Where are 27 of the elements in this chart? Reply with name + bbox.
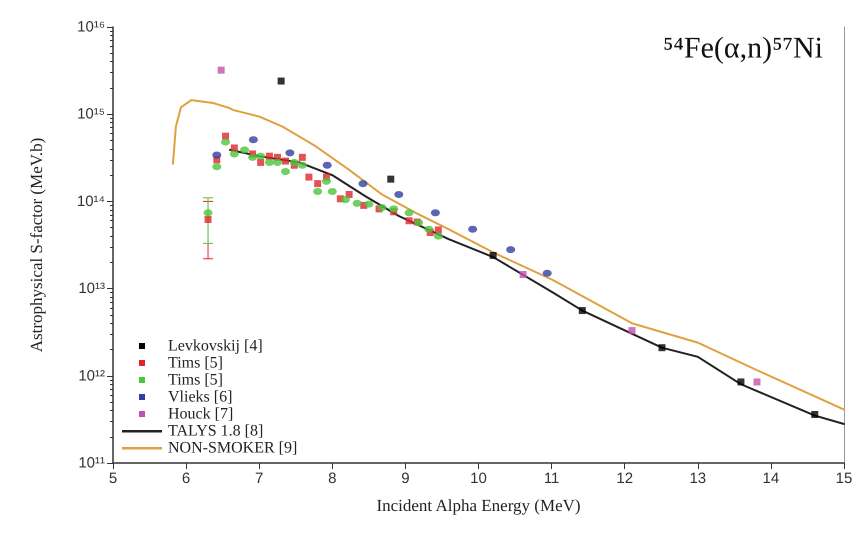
y-tick-label: 10¹¹ <box>78 454 105 472</box>
y-tick-label: 10¹⁵ <box>77 106 105 123</box>
legend-label: Tims [5] <box>168 372 223 388</box>
legend-label: NON-SMOKER [9] <box>168 440 298 456</box>
x-tick-label: 15 <box>836 470 852 487</box>
x-tick-label: 7 <box>255 470 264 487</box>
y-tick-label: 10¹² <box>78 367 105 384</box>
y-axis-title: Astrophysical S-factor (MeV.b) <box>27 138 46 352</box>
x-tick-label: 11 <box>544 470 560 487</box>
y-tick-label: 10¹⁴ <box>76 192 105 210</box>
legend-label: Levkovskij [4] <box>168 338 263 354</box>
x-tick-label: 8 <box>328 470 336 487</box>
x-tick-label: 13 <box>689 470 706 487</box>
annotation: ⁵⁴Fe(α,n)⁵⁷Ni <box>662 32 824 64</box>
x-tick-label: 14 <box>762 470 780 487</box>
x-axis-title: Incident Alpha Energy (MeV) <box>376 496 581 515</box>
x-tick-label: 10 <box>470 470 487 487</box>
legend-label: TALYS 1.8 [8] <box>168 422 264 440</box>
y-tick-label: 10¹³ <box>78 280 105 298</box>
x-tick-label: 6 <box>182 470 190 487</box>
legend-label: Vlieks [6] <box>168 388 232 406</box>
x-tick-label: 12 <box>616 470 634 487</box>
legend-label: Tims [5] <box>168 354 223 372</box>
x-tick-label: 5 <box>108 470 118 487</box>
y-tick-label: 10¹⁶ <box>77 18 105 36</box>
x-tick-label: 9 <box>401 470 410 487</box>
legend-label: Houck [7] <box>168 406 234 422</box>
